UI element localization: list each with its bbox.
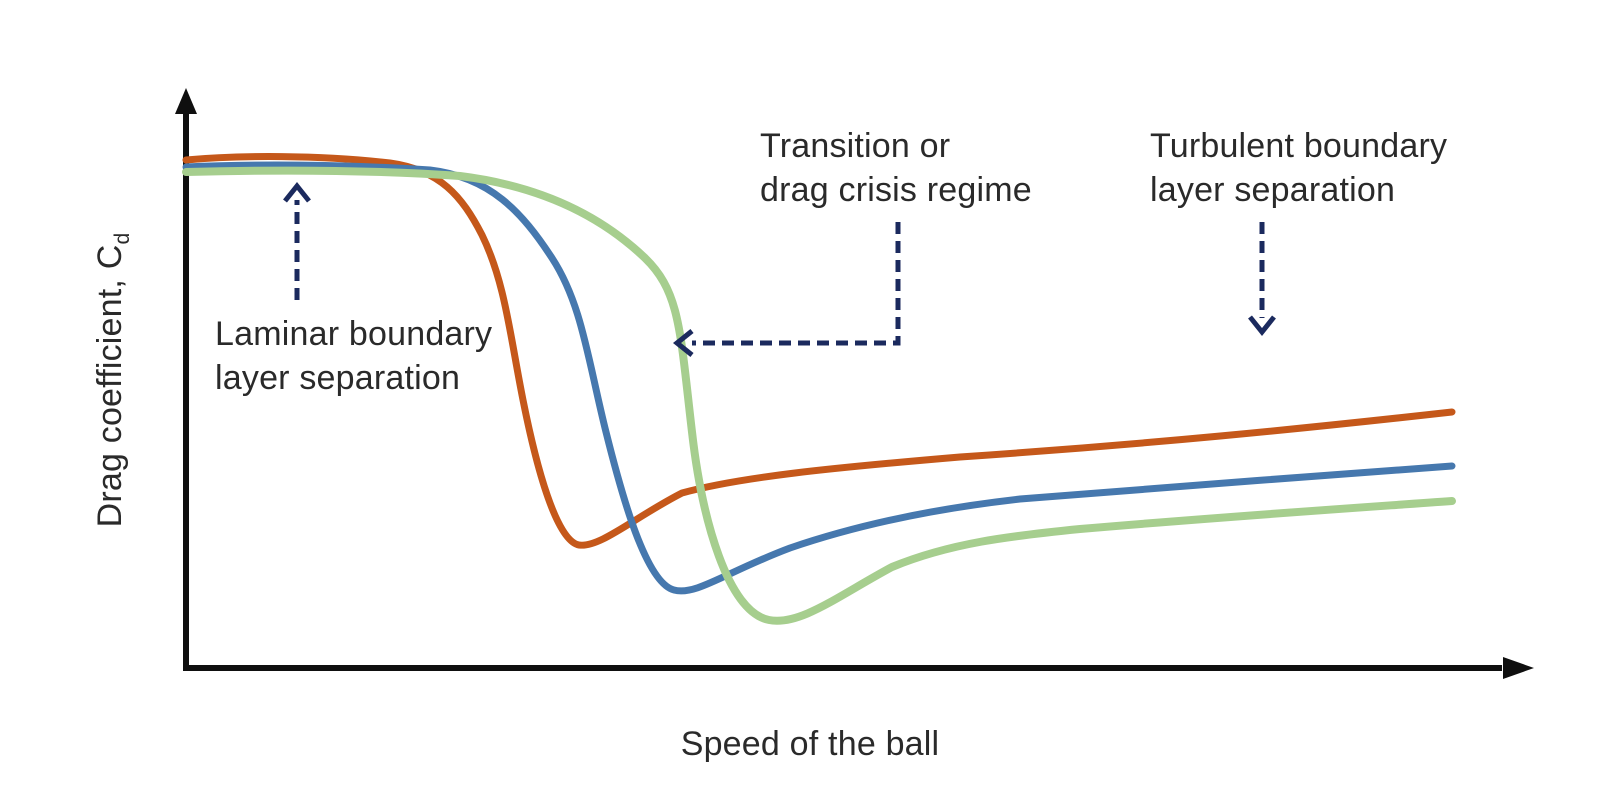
axes-lines xyxy=(183,112,1502,671)
y-axis-label-subscript: d xyxy=(110,232,134,245)
turbulent-arrowhead-icon xyxy=(1248,315,1276,337)
transition-arrowhead-icon xyxy=(672,329,694,357)
axes-arrowheads xyxy=(175,88,1534,679)
transition-regime-label: Transition or drag crisis regime xyxy=(760,124,1032,212)
laminar-arrowhead-icon xyxy=(283,181,311,203)
turbulent-separation-label-line2: layer separation xyxy=(1150,171,1396,209)
transition-arrow-line xyxy=(692,222,901,346)
transition-regime-label-line2: drag crisis regime xyxy=(760,171,1032,209)
turbulent-separation-label: Turbulent boundary layer separation xyxy=(1150,124,1447,212)
y-axis-arrowhead-icon xyxy=(175,88,197,114)
laminar-separation-label: Laminar boundary layer separation xyxy=(215,312,492,400)
laminar-separation-label-line1: Laminar boundary xyxy=(215,315,493,353)
annotation-arrows xyxy=(283,181,1276,357)
x-axis-label: Speed of the ball xyxy=(681,722,940,766)
x-axis-arrowhead-icon xyxy=(1503,657,1534,679)
y-axis-label-text: Drag coefficient, C xyxy=(91,244,129,528)
green-curve xyxy=(182,166,1456,625)
transition-regime-label-line1: Transition or xyxy=(760,127,951,165)
turbulent-separation-label-line1: Turbulent boundary xyxy=(1150,127,1448,165)
x-axis-label-text: Speed of the ball xyxy=(680,725,940,763)
y-axis-label: Drag coefficient, Cd xyxy=(88,232,134,528)
green-curve-group xyxy=(182,166,1456,625)
laminar-separation-label-line2: layer separation xyxy=(215,359,461,397)
